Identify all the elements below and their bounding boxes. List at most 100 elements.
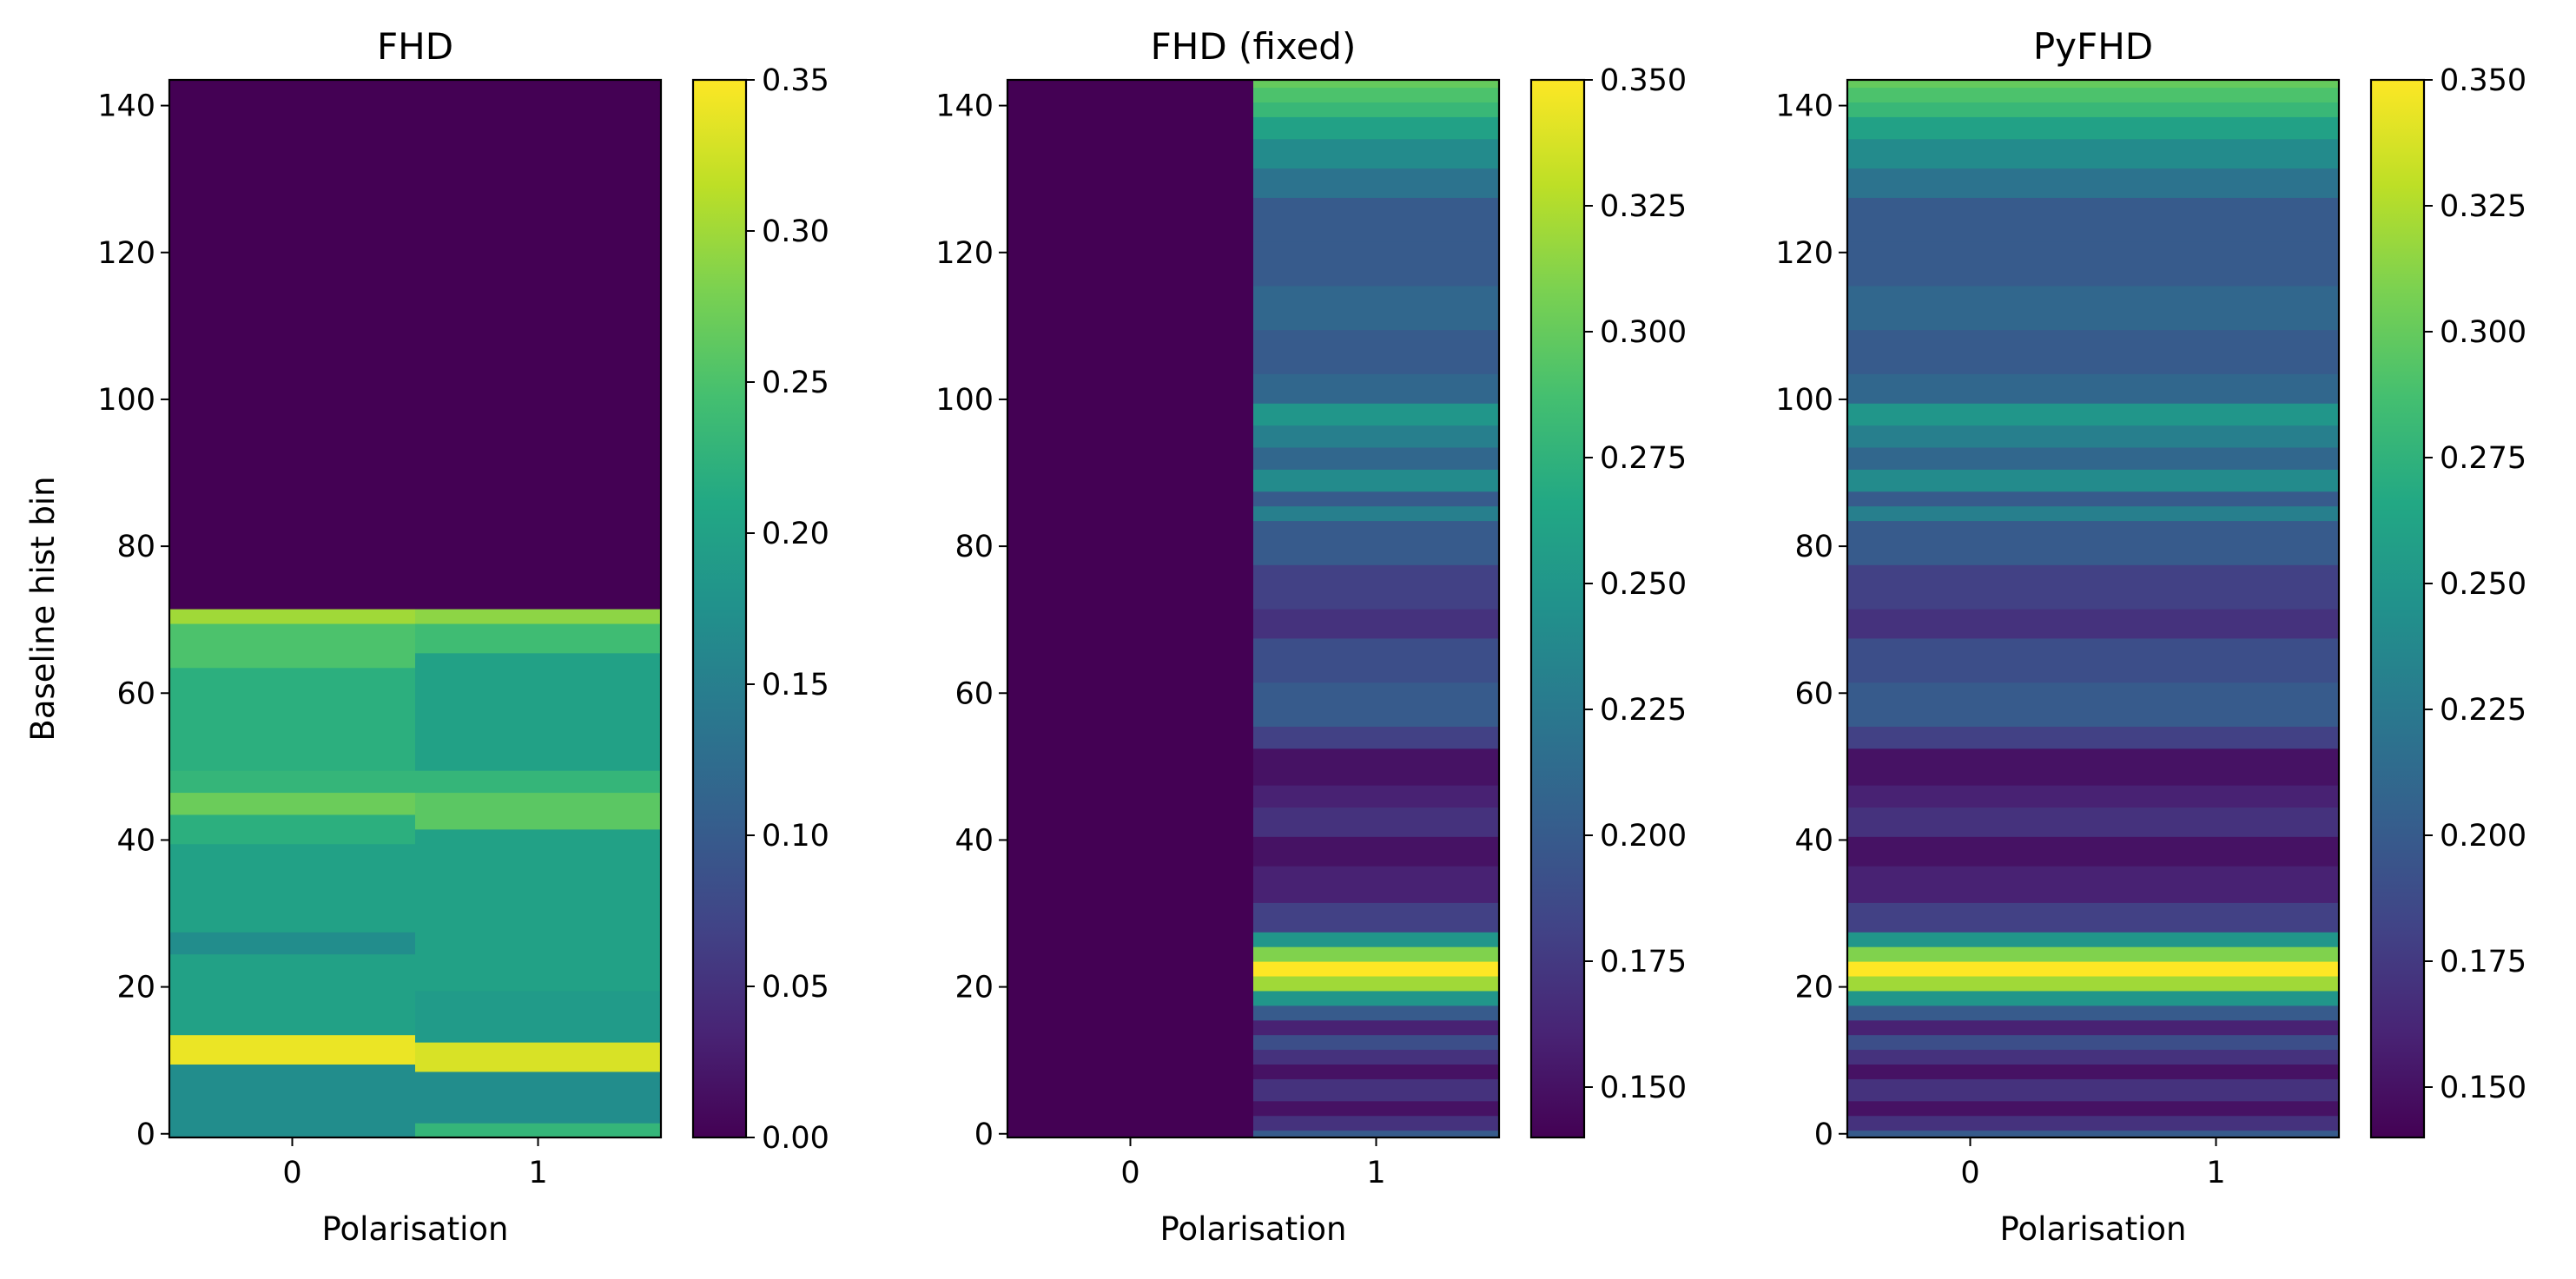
colorbar-frame bbox=[2369, 78, 2426, 1139]
heatmap-cell bbox=[1847, 1130, 2094, 1138]
heatmap-cell bbox=[1847, 1078, 2094, 1102]
heatmap-cell bbox=[415, 609, 662, 624]
colorbar-tick-label: 0.250 bbox=[1600, 567, 1687, 602]
heatmap-cell bbox=[2093, 469, 2340, 492]
x-axis-label: Polarisation bbox=[2000, 1210, 2187, 1248]
heatmap-cell bbox=[1847, 1064, 2094, 1079]
heatmap-cell bbox=[1253, 975, 1500, 992]
heatmap-cell bbox=[169, 623, 416, 669]
colorbar-tick-label: 0.350 bbox=[2440, 63, 2526, 98]
heatmap-cell bbox=[2093, 866, 2340, 903]
heatmap-cell bbox=[1253, 1049, 1500, 1065]
heatmap-cell bbox=[1847, 1034, 2094, 1051]
heatmap-cell bbox=[1847, 446, 2094, 470]
heatmap-cell bbox=[1847, 682, 2094, 727]
heatmap-cell bbox=[1847, 138, 2094, 169]
heatmap-cell bbox=[2093, 1005, 2340, 1021]
heatmap-cell bbox=[1253, 836, 1500, 867]
heatmap-cell bbox=[1253, 1130, 1500, 1138]
heatmap-cell bbox=[1847, 902, 2094, 933]
x-tick-label: 0 bbox=[1960, 1156, 1979, 1190]
heatmap-cell bbox=[2093, 932, 2340, 947]
colorbar-tick-label: 0.275 bbox=[2440, 441, 2526, 476]
heatmap-cell bbox=[1847, 80, 2094, 89]
y-tick-label: 0 bbox=[136, 1117, 155, 1152]
colorbar-frame bbox=[1529, 78, 1586, 1139]
heatmap-cell bbox=[2093, 505, 2340, 522]
colorbar-tick-label: 0.15 bbox=[762, 668, 829, 702]
heatmap-cell bbox=[2093, 785, 2340, 808]
heatmap-cell bbox=[169, 814, 416, 845]
heatmap-cell bbox=[1253, 946, 1500, 962]
heatmap-cell bbox=[1847, 491, 2094, 507]
colorbar-tick-label: 0.300 bbox=[2440, 315, 2526, 350]
heatmap-cell bbox=[2093, 961, 2340, 977]
heatmap-cell bbox=[1253, 726, 1500, 749]
heatmap-cell bbox=[2093, 80, 2340, 89]
heatmap-cell bbox=[2093, 990, 2340, 1006]
colorbar-tick-label: 0.225 bbox=[1600, 693, 1687, 728]
x-axis-label: Polarisation bbox=[322, 1210, 509, 1248]
heatmap-cell bbox=[1253, 785, 1500, 808]
heatmap-cell bbox=[1847, 770, 2094, 786]
heatmap-cell bbox=[1007, 80, 1254, 1138]
y-tick-label: 20 bbox=[954, 971, 994, 1005]
heatmap-cell bbox=[2093, 285, 2340, 331]
heatmap-cell bbox=[1847, 1100, 2094, 1117]
heatmap-cell bbox=[2093, 446, 2340, 470]
heatmap-cell bbox=[415, 770, 662, 794]
y-tick-label: 80 bbox=[1794, 530, 1833, 564]
heatmap-cell bbox=[1253, 1005, 1500, 1021]
colorbar-tick-label: 0.300 bbox=[1600, 315, 1687, 350]
heatmap-cell bbox=[2093, 168, 2340, 198]
heatmap-cell bbox=[1253, 1078, 1500, 1102]
plot-title: FHD (fixed) bbox=[1151, 25, 1357, 68]
y-tick-label: 140 bbox=[1775, 89, 1833, 124]
heatmap-cell bbox=[1847, 726, 2094, 749]
heatmap-cell bbox=[1847, 961, 2094, 977]
plot-title: FHD bbox=[377, 25, 453, 68]
heatmap-cell bbox=[169, 1064, 416, 1138]
y-tick-label: 100 bbox=[935, 383, 994, 418]
heatmap-cell bbox=[169, 667, 416, 771]
heatmap-cell bbox=[415, 1071, 662, 1124]
heatmap-cell bbox=[1847, 116, 2094, 140]
y-tick-label: 100 bbox=[97, 383, 155, 418]
heatmap-cell bbox=[169, 1034, 416, 1065]
y-tick-label: 120 bbox=[935, 236, 994, 271]
heatmap-cell bbox=[1253, 505, 1500, 522]
heatmap-cell bbox=[415, 828, 662, 918]
heatmap-cell bbox=[2093, 116, 2340, 140]
heatmap-cell bbox=[1253, 80, 1500, 89]
heatmap-cell bbox=[2093, 491, 2340, 507]
heatmap-cell bbox=[1847, 975, 2094, 992]
heatmap-cell bbox=[2093, 1019, 2340, 1036]
heatmap-cell bbox=[1253, 866, 1500, 903]
colorbar-tick-label: 0.200 bbox=[1600, 819, 1687, 854]
heatmap-cell bbox=[2093, 609, 2340, 639]
heatmap-cell bbox=[1253, 102, 1500, 117]
y-tick-label: 60 bbox=[116, 676, 155, 711]
heatmap-cell bbox=[1253, 403, 1500, 426]
heatmap-cell bbox=[1847, 505, 2094, 522]
colorbar-tick-label: 0.35 bbox=[762, 63, 829, 98]
heatmap-cell bbox=[1847, 469, 2094, 492]
colorbar-tick-label: 0.275 bbox=[1600, 441, 1687, 476]
heatmap-cell bbox=[2093, 1130, 2340, 1138]
plot-title: PyFHD bbox=[2033, 25, 2153, 68]
colorbar-tick-label: 0.325 bbox=[1600, 189, 1687, 224]
heatmap-cell bbox=[1847, 102, 2094, 117]
heatmap-cell bbox=[1253, 748, 1500, 771]
heatmap-cell bbox=[1847, 564, 2094, 610]
colorbar-tick-label: 0.250 bbox=[2440, 567, 2526, 602]
panel-2: FHD (fixed) 0 20 40 60 80 100 120 140 0 1 Polarisat… bbox=[935, 25, 1687, 1248]
heatmap-cell bbox=[169, 932, 416, 955]
colorbar-tick-label: 0.175 bbox=[2440, 945, 2526, 979]
heatmap-cell bbox=[1847, 866, 2094, 903]
heatmap-cell bbox=[2093, 770, 2340, 786]
heatmap-cell bbox=[169, 843, 416, 933]
heatmap-cell bbox=[415, 1123, 662, 1138]
heatmap-cell bbox=[2093, 946, 2340, 962]
heatmap-cell bbox=[415, 917, 662, 992]
heatmap-cell bbox=[2093, 637, 2340, 683]
